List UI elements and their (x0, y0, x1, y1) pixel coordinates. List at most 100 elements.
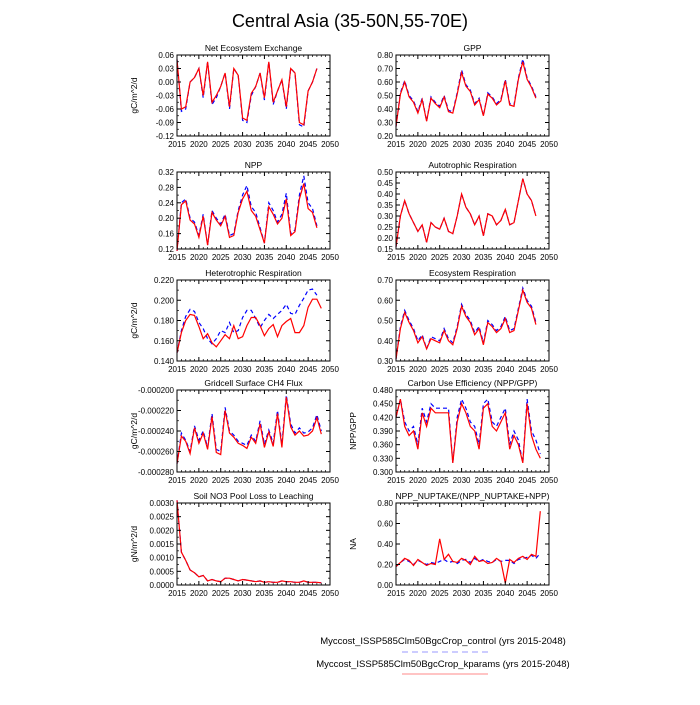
y-axis-label: NPP/GPP (348, 412, 358, 450)
x-tick-label: 2030 (453, 365, 471, 374)
chart-panel-1: Net Ecosystem Exchange gC/m^2/d 2015 2020 20… (129, 43, 339, 149)
x-tick-label: 2035 (256, 365, 274, 374)
chart-panel-4: Autotrophic Respiration 2015 2020 2025 2030 2… (377, 160, 558, 262)
legend-label-control: Myccost_ISSP585Clm50BgcCrop_control (yrs… (320, 636, 566, 647)
y-tick-label: 0.20 (158, 214, 174, 223)
y-tick-label: 0.25 (377, 223, 393, 232)
chart-panel-10: NPP_NUPTAKE/(NPP_NUPTAKE+NPP) NA 2015 2020 2… (348, 491, 558, 598)
x-tick-label: 2040 (277, 140, 295, 149)
legend: Myccost_ISSP585Clm50BgcCrop_control (yrs… (316, 636, 570, 675)
x-tick-label: 2040 (496, 253, 514, 262)
panel-title: Soil NO3 Pool Loss to Leaching (193, 491, 313, 501)
x-tick-label: 2040 (277, 365, 295, 374)
x-tick-label: 2025 (431, 140, 449, 149)
plot-frame (395, 279, 550, 362)
series-line-control (176, 500, 322, 584)
chart-panel-3: NPP 2015 2020 2025 2030 2035 2040 2045 2050 0.12 0… (158, 160, 339, 262)
x-tick-label: 2030 (234, 253, 252, 262)
y-tick-label: 0.32 (158, 168, 174, 177)
y-axis-label: gC/m^2/d (129, 77, 139, 113)
y-tick-label: 0.20 (377, 132, 393, 141)
x-tick-label: 2040 (496, 476, 514, 485)
y-tick-label: 0.60 (377, 78, 393, 87)
x-tick-label: 2045 (299, 253, 317, 262)
y-tick-label: 0.12 (158, 245, 174, 254)
y-tick-label: 0.40 (377, 337, 393, 346)
x-tick-label: 2025 (431, 589, 449, 598)
series-line-kparams (176, 500, 322, 584)
x-tick-label: 2020 (190, 365, 208, 374)
x-tick-label: 2040 (277, 589, 295, 598)
y-tick-label: 0.390 (373, 427, 394, 436)
x-tick-label: 2020 (190, 589, 208, 598)
x-tick-label: 2015 (168, 589, 186, 598)
y-tick-label: 0.70 (377, 276, 393, 285)
x-tick-label: 2030 (453, 253, 471, 262)
series-line-control (395, 397, 541, 464)
panel-grid: Net Ecosystem Exchange gC/m^2/d 2015 2020 20… (129, 43, 558, 598)
panel-title: Gridcell Surface CH4 Flux (204, 378, 303, 388)
y-tick-label: 0.0030 (150, 499, 175, 508)
x-tick-label: 2035 (475, 253, 493, 262)
y-tick-label: 0.45 (377, 179, 393, 188)
x-tick-label: 2050 (321, 253, 339, 262)
x-tick-label: 2025 (212, 365, 230, 374)
x-tick-label: 2025 (212, 253, 230, 262)
x-tick-label: 2030 (234, 140, 252, 149)
x-tick-label: 2020 (409, 140, 427, 149)
y-tick-label: 0.300 (373, 468, 394, 477)
series-line-kparams (176, 298, 322, 354)
series-line-control (395, 285, 537, 360)
y-tick-label: 0.450 (373, 400, 394, 409)
y-axis-label: gC/m^2/d (129, 413, 139, 449)
y-tick-label: 0.50 (377, 317, 393, 326)
x-tick-label: 2045 (518, 140, 536, 149)
x-tick-label: 2045 (299, 476, 317, 485)
x-tick-label: 2025 (212, 589, 230, 598)
x-tick-label: 2015 (387, 140, 405, 149)
y-tick-label: 0.24 (158, 199, 174, 208)
x-tick-label: 2015 (168, 140, 186, 149)
y-tick-label: 0.20 (377, 234, 393, 243)
y-tick-label: 0.160 (154, 337, 175, 346)
y-tick-label: 0.0010 (150, 554, 175, 563)
x-tick-label: 2045 (299, 140, 317, 149)
x-tick-label: 2050 (321, 589, 339, 598)
x-tick-label: 2035 (475, 476, 493, 485)
y-tick-label: 0.30 (377, 212, 393, 221)
x-tick-label: 2015 (387, 589, 405, 598)
x-tick-label: 2035 (256, 140, 274, 149)
series-line-control (176, 395, 322, 464)
x-tick-label: 2050 (540, 365, 558, 374)
x-tick-label: 2025 (212, 140, 230, 149)
panel-title: GPP (464, 43, 482, 53)
x-tick-label: 2035 (475, 140, 493, 149)
y-tick-label: 0.35 (377, 201, 393, 210)
x-tick-label: 2030 (453, 140, 471, 149)
y-tick-label: 0.360 (373, 441, 394, 450)
y-tick-label: 0.06 (158, 51, 174, 60)
plot-frame (395, 54, 550, 137)
y-tick-label: 0.0000 (150, 581, 175, 590)
x-tick-label: 2025 (212, 476, 230, 485)
y-tick-label: -0.06 (156, 105, 175, 114)
x-tick-label: 2040 (496, 140, 514, 149)
plot-frame (395, 171, 550, 250)
series-line-kparams (395, 398, 541, 464)
panel-title: Heterotrophic Respiration (205, 268, 302, 278)
plot-frame (176, 502, 331, 586)
x-tick-label: 2020 (190, 253, 208, 262)
y-tick-label: 0.40 (377, 190, 393, 199)
series-line-kparams (395, 511, 541, 584)
x-tick-label: 2015 (387, 476, 405, 485)
y-tick-label: -0.12 (156, 132, 175, 141)
y-tick-label: 0.30 (377, 119, 393, 128)
x-tick-label: 2045 (518, 365, 536, 374)
y-tick-label: 0.16 (158, 230, 174, 239)
x-tick-label: 2030 (234, 365, 252, 374)
y-axis-label: NA (348, 538, 358, 550)
y-tick-label: 0.60 (377, 520, 393, 529)
y-tick-label: 0.0015 (150, 540, 175, 549)
